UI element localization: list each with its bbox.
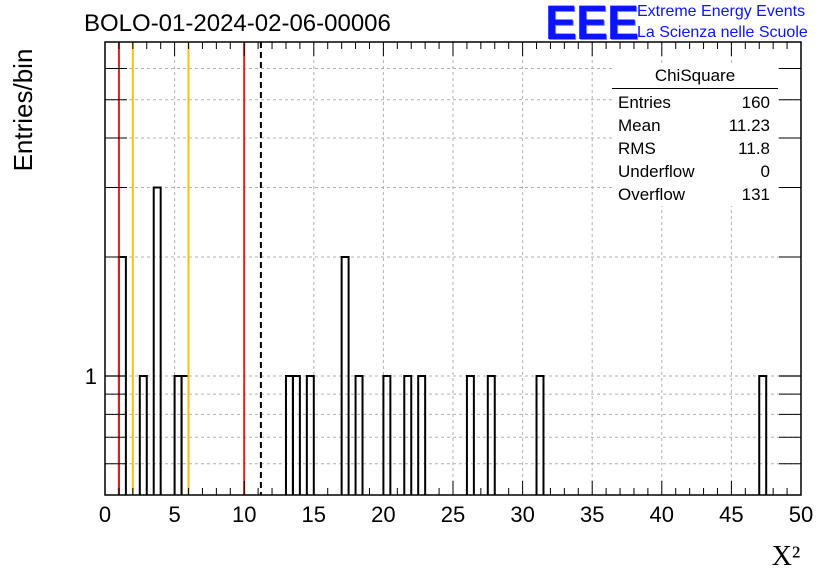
histogram-bar: [152, 186, 162, 495]
x-tick-label: 40: [650, 502, 674, 527]
histogram-bar: [486, 375, 496, 495]
y-tick-label: 1: [85, 364, 97, 389]
reference-lines: [117, 42, 262, 495]
x-tick-label: 10: [232, 502, 256, 527]
y-axis-label: Entries/bin: [8, 49, 38, 172]
page-title: BOLO-01-2024-02-06-00006: [84, 10, 391, 37]
histogram-bar: [758, 375, 768, 495]
stats-value: 131: [741, 185, 770, 204]
stats-label: Underflow: [618, 162, 695, 181]
x-tick-label: 45: [719, 502, 743, 527]
x-tick-label: 15: [302, 502, 326, 527]
histogram-bar: [417, 375, 427, 495]
x-tick-label: 25: [441, 502, 465, 527]
logo-subtitle-line2: La Scienza nelle Scuole: [637, 24, 808, 41]
stats-row-underflow: Underflow 0: [612, 160, 778, 183]
histogram-bar: [291, 375, 301, 495]
histogram-bar: [382, 375, 392, 495]
histogram-bar: [465, 375, 475, 495]
x-tick-label: 5: [168, 502, 180, 527]
x-tick-label: 50: [789, 502, 813, 527]
histogram-bars: [117, 186, 768, 495]
stats-value: 160: [741, 93, 770, 112]
histogram-bar: [340, 256, 350, 495]
stats-title: ChiSquare: [612, 66, 778, 89]
stats-label: Entries: [618, 93, 671, 112]
x-tick-label: 0: [99, 502, 111, 527]
stats-row-overflow: Overflow 131: [612, 183, 778, 206]
stats-label: Overflow: [618, 185, 686, 204]
x-tick-label: 20: [371, 502, 395, 527]
histogram-bar: [535, 375, 545, 495]
stats-label: RMS: [618, 139, 656, 158]
stats-row-entries: Entries 160: [612, 91, 778, 114]
stats-label: Mean: [618, 116, 661, 135]
y-tick-labels: 1: [85, 364, 97, 389]
histogram-bar: [354, 375, 364, 495]
grid-lines: [105, 42, 801, 495]
histogram-bar: [305, 375, 315, 495]
x-tick-label: 35: [580, 502, 604, 527]
logo-subtitle-line1: Extreme Energy Events: [637, 3, 806, 20]
stats-row-rms: RMS 11.8: [612, 137, 778, 160]
stats-value: 0: [760, 162, 770, 181]
axis-ticks: [104, 42, 802, 495]
x-tick-labels: 0 5 10 15 20 25 30 35 40 45 50: [99, 502, 813, 527]
stats-value: 11.23: [728, 116, 770, 135]
stats-row-mean: Mean 11.23: [612, 114, 778, 137]
stats-box: ChiSquare Entries 160 Mean 11.23 RMS 11.…: [612, 66, 778, 206]
x-axis-label: X²: [772, 541, 801, 572]
eee-logo: EEE: [545, 0, 639, 50]
stats-value: 11.8: [738, 139, 770, 158]
histogram-bar: [403, 375, 413, 495]
x-tick-label: 30: [510, 502, 534, 527]
histogram-bar: [138, 375, 148, 495]
